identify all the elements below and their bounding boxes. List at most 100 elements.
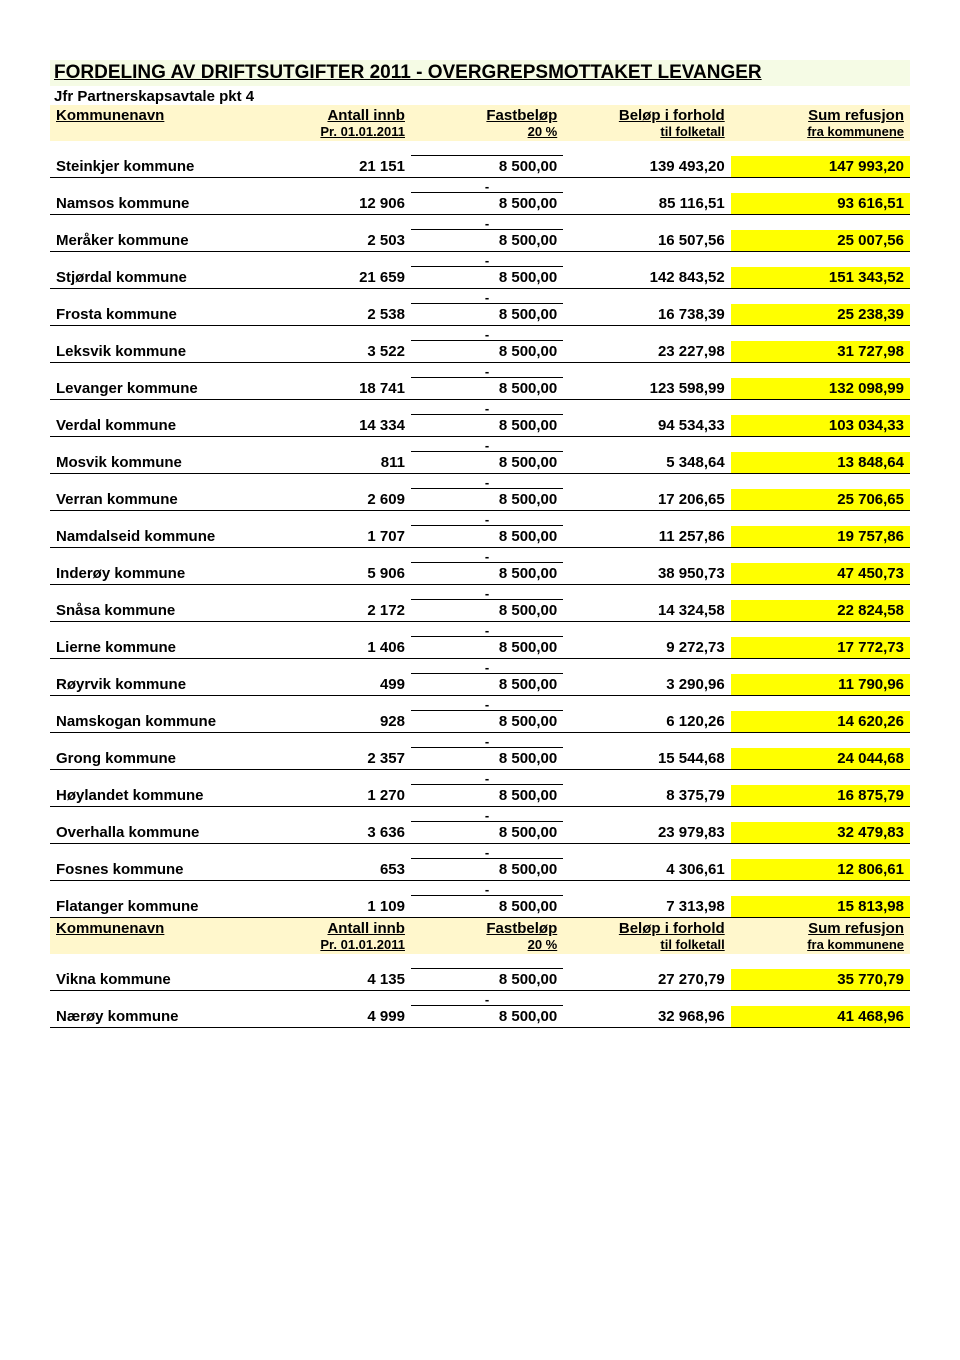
- cell-innb: 1 270: [260, 785, 411, 807]
- cell-sum: 24 044,68: [731, 748, 910, 770]
- dash-mark: -: [411, 363, 563, 378]
- cell-sum: 93 616,51: [731, 193, 910, 215]
- cell-belop: 9 272,73: [563, 637, 730, 659]
- spacer-row: -: [50, 511, 910, 526]
- hdr2-fast: 20 %: [411, 937, 563, 954]
- cell-innb: 2 172: [260, 600, 411, 622]
- cell-belop: 11 257,86: [563, 526, 730, 548]
- distribution-table: KommunenavnAntall innbFastbeløpBeløp i f…: [50, 105, 910, 1028]
- cell-innb: 3 522: [260, 341, 411, 363]
- spacer-row: -: [50, 474, 910, 489]
- cell-fast: 8 500,00: [411, 304, 563, 326]
- hdr-name: Kommunenavn: [50, 918, 260, 938]
- cell-innb: 1 406: [260, 637, 411, 659]
- table-row: Frosta kommune2 5388 500,0016 738,3925 2…: [50, 304, 910, 326]
- hdr2-fast: 20 %: [411, 124, 563, 141]
- cell-fast: 8 500,00: [411, 526, 563, 548]
- cell-belop: 8 375,79: [563, 785, 730, 807]
- table-row: Nærøy kommune4 9998 500,0032 968,9641 46…: [50, 1006, 910, 1028]
- cell-fast: 8 500,00: [411, 267, 563, 289]
- spacer-row: -: [50, 548, 910, 563]
- cell-name: Røyrvik kommune: [50, 674, 260, 696]
- table-row: Meråker kommune2 5038 500,0016 507,5625 …: [50, 230, 910, 252]
- dash-mark: -: [411, 178, 563, 193]
- cell-belop: 3 290,96: [563, 674, 730, 696]
- dash-mark: -: [411, 474, 563, 489]
- hdr2-innb: Pr. 01.01.2011: [260, 124, 411, 141]
- cell-sum: 47 450,73: [731, 563, 910, 585]
- cell-belop: 5 348,64: [563, 452, 730, 474]
- cell-innb: 653: [260, 859, 411, 881]
- cell-name: Frosta kommune: [50, 304, 260, 326]
- cell-belop: 85 116,51: [563, 193, 730, 215]
- cell-belop: 94 534,33: [563, 415, 730, 437]
- table-row: Namskogan kommune9288 500,006 120,2614 6…: [50, 711, 910, 733]
- hdr-belop: Beløp i forhold: [563, 105, 730, 124]
- cell-name: Overhalla kommune: [50, 822, 260, 844]
- cell-belop: 16 507,56: [563, 230, 730, 252]
- cell-fast: 8 500,00: [411, 822, 563, 844]
- cell-innb: 2 538: [260, 304, 411, 326]
- cell-fast: 8 500,00: [411, 711, 563, 733]
- spacer-row: [50, 141, 910, 156]
- hdr2-name: [50, 124, 260, 141]
- cell-name: Leksvik kommune: [50, 341, 260, 363]
- cell-name: Nærøy kommune: [50, 1006, 260, 1028]
- table-row: Inderøy kommune5 9068 500,0038 950,7347 …: [50, 563, 910, 585]
- cell-innb: 5 906: [260, 563, 411, 585]
- cell-fast: 8 500,00: [411, 1006, 563, 1028]
- cell-sum: 17 772,73: [731, 637, 910, 659]
- cell-sum: 14 620,26: [731, 711, 910, 733]
- cell-name: Stjørdal kommune: [50, 267, 260, 289]
- cell-innb: 2 357: [260, 748, 411, 770]
- dash-mark: -: [411, 289, 563, 304]
- cell-sum: 15 813,98: [731, 896, 910, 918]
- dash-mark: -: [411, 807, 563, 822]
- cell-sum: 19 757,86: [731, 526, 910, 548]
- cell-belop: 14 324,58: [563, 600, 730, 622]
- cell-sum: 22 824,58: [731, 600, 910, 622]
- cell-belop: 32 968,96: [563, 1006, 730, 1028]
- cell-fast: 8 500,00: [411, 489, 563, 511]
- table-row: Leksvik kommune3 5228 500,0023 227,9831 …: [50, 341, 910, 363]
- spacer-row: -: [50, 437, 910, 452]
- cell-belop: 23 227,98: [563, 341, 730, 363]
- cell-belop: 38 950,73: [563, 563, 730, 585]
- hdr2-sum: fra kommunene: [731, 124, 910, 141]
- spacer-row: -: [50, 881, 910, 896]
- cell-fast: 8 500,00: [411, 378, 563, 400]
- dash-mark: -: [411, 326, 563, 341]
- cell-innb: 12 906: [260, 193, 411, 215]
- hdr-belop: Beløp i forhold: [563, 918, 730, 938]
- spacer-row: -: [50, 585, 910, 600]
- cell-name: Vikna kommune: [50, 969, 260, 991]
- cell-belop: 142 843,52: [563, 267, 730, 289]
- dash-mark: -: [411, 252, 563, 267]
- hdr2-sum: fra kommunene: [731, 937, 910, 954]
- cell-belop: 27 270,79: [563, 969, 730, 991]
- page-subtitle: Jfr Partnerskapsavtale pkt 4: [50, 88, 910, 105]
- table-row: Lierne kommune1 4068 500,009 272,7317 77…: [50, 637, 910, 659]
- spacer-row: -: [50, 178, 910, 193]
- table-row: Grong kommune2 3578 500,0015 544,6824 04…: [50, 748, 910, 770]
- cell-name: Namdalseid kommune: [50, 526, 260, 548]
- cell-fast: 8 500,00: [411, 969, 563, 991]
- cell-name: Mosvik kommune: [50, 452, 260, 474]
- spacer-row: -: [50, 326, 910, 341]
- dash-mark: -: [411, 696, 563, 711]
- hdr-innb: Antall innb: [260, 918, 411, 938]
- dash-mark: -: [411, 770, 563, 785]
- dash-mark: -: [411, 844, 563, 859]
- cell-name: Grong kommune: [50, 748, 260, 770]
- dash-mark: -: [411, 585, 563, 600]
- cell-name: Flatanger kommune: [50, 896, 260, 918]
- cell-sum: 12 806,61: [731, 859, 910, 881]
- dash-mark: -: [411, 548, 563, 563]
- spacer-row: -: [50, 400, 910, 415]
- cell-fast: 8 500,00: [411, 156, 563, 178]
- cell-fast: 8 500,00: [411, 193, 563, 215]
- cell-innb: 21 151: [260, 156, 411, 178]
- header-row-1: KommunenavnAntall innbFastbeløpBeløp i f…: [50, 918, 910, 938]
- spacer-row: -: [50, 215, 910, 230]
- cell-sum: 11 790,96: [731, 674, 910, 696]
